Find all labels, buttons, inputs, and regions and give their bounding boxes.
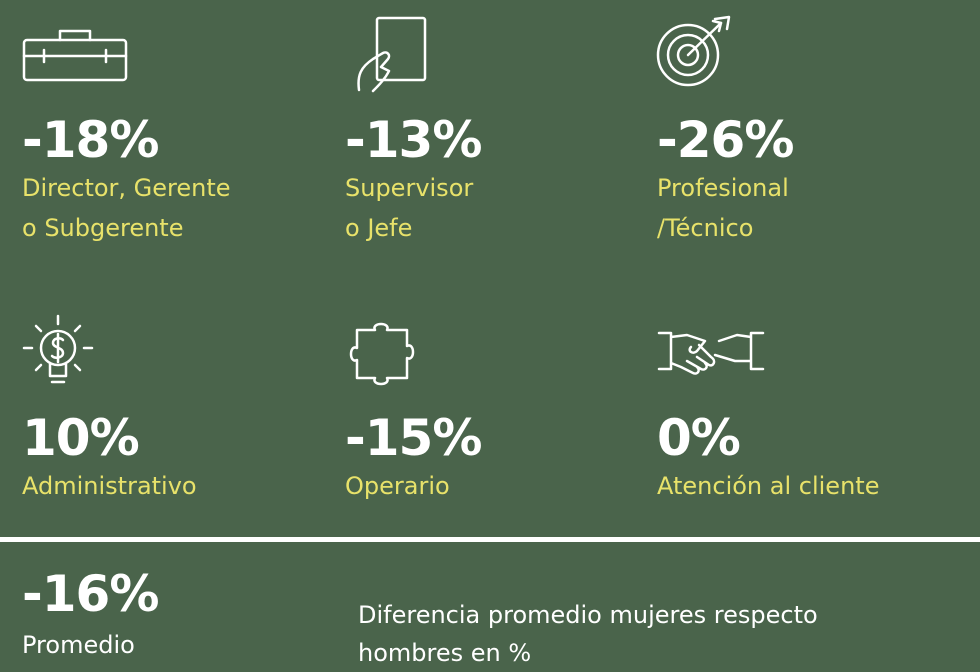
stat-value: -13% — [345, 111, 482, 169]
stat-label: Profesional — [657, 174, 789, 202]
stat-label: o Subgerente — [22, 214, 184, 242]
stat-label: Atención al cliente — [657, 472, 880, 500]
note: Diferencia promedio mujeres respecto homb… — [358, 596, 818, 672]
handshake-icon — [657, 331, 765, 375]
stat-value: 0% — [657, 409, 741, 467]
note-line: Diferencia promedio mujeres respecto — [358, 601, 818, 629]
stat-label: o Jefe — [345, 214, 413, 242]
summary-label: Promedio — [22, 631, 135, 659]
divider — [0, 537, 980, 542]
stat-label: Operario — [345, 472, 450, 500]
puzzle-icon — [349, 322, 415, 386]
stat-label: Supervisor — [345, 174, 474, 202]
stat-label: /Técnico — [657, 214, 754, 242]
note-line: hombres en % — [358, 639, 532, 667]
stat-label: Administrativo — [22, 472, 197, 500]
stat-value: -15% — [345, 409, 482, 467]
stat-value: 10% — [22, 409, 140, 467]
stat-label: Director, Gerente — [22, 174, 231, 202]
tablet-hand-icon — [357, 16, 427, 93]
lightbulb-icon — [22, 314, 94, 384]
summary-value: -16% — [22, 565, 159, 623]
briefcase-icon — [22, 29, 128, 82]
target-icon — [656, 15, 731, 87]
stat-value: -18% — [22, 111, 159, 169]
stat-value: -26% — [657, 111, 794, 169]
